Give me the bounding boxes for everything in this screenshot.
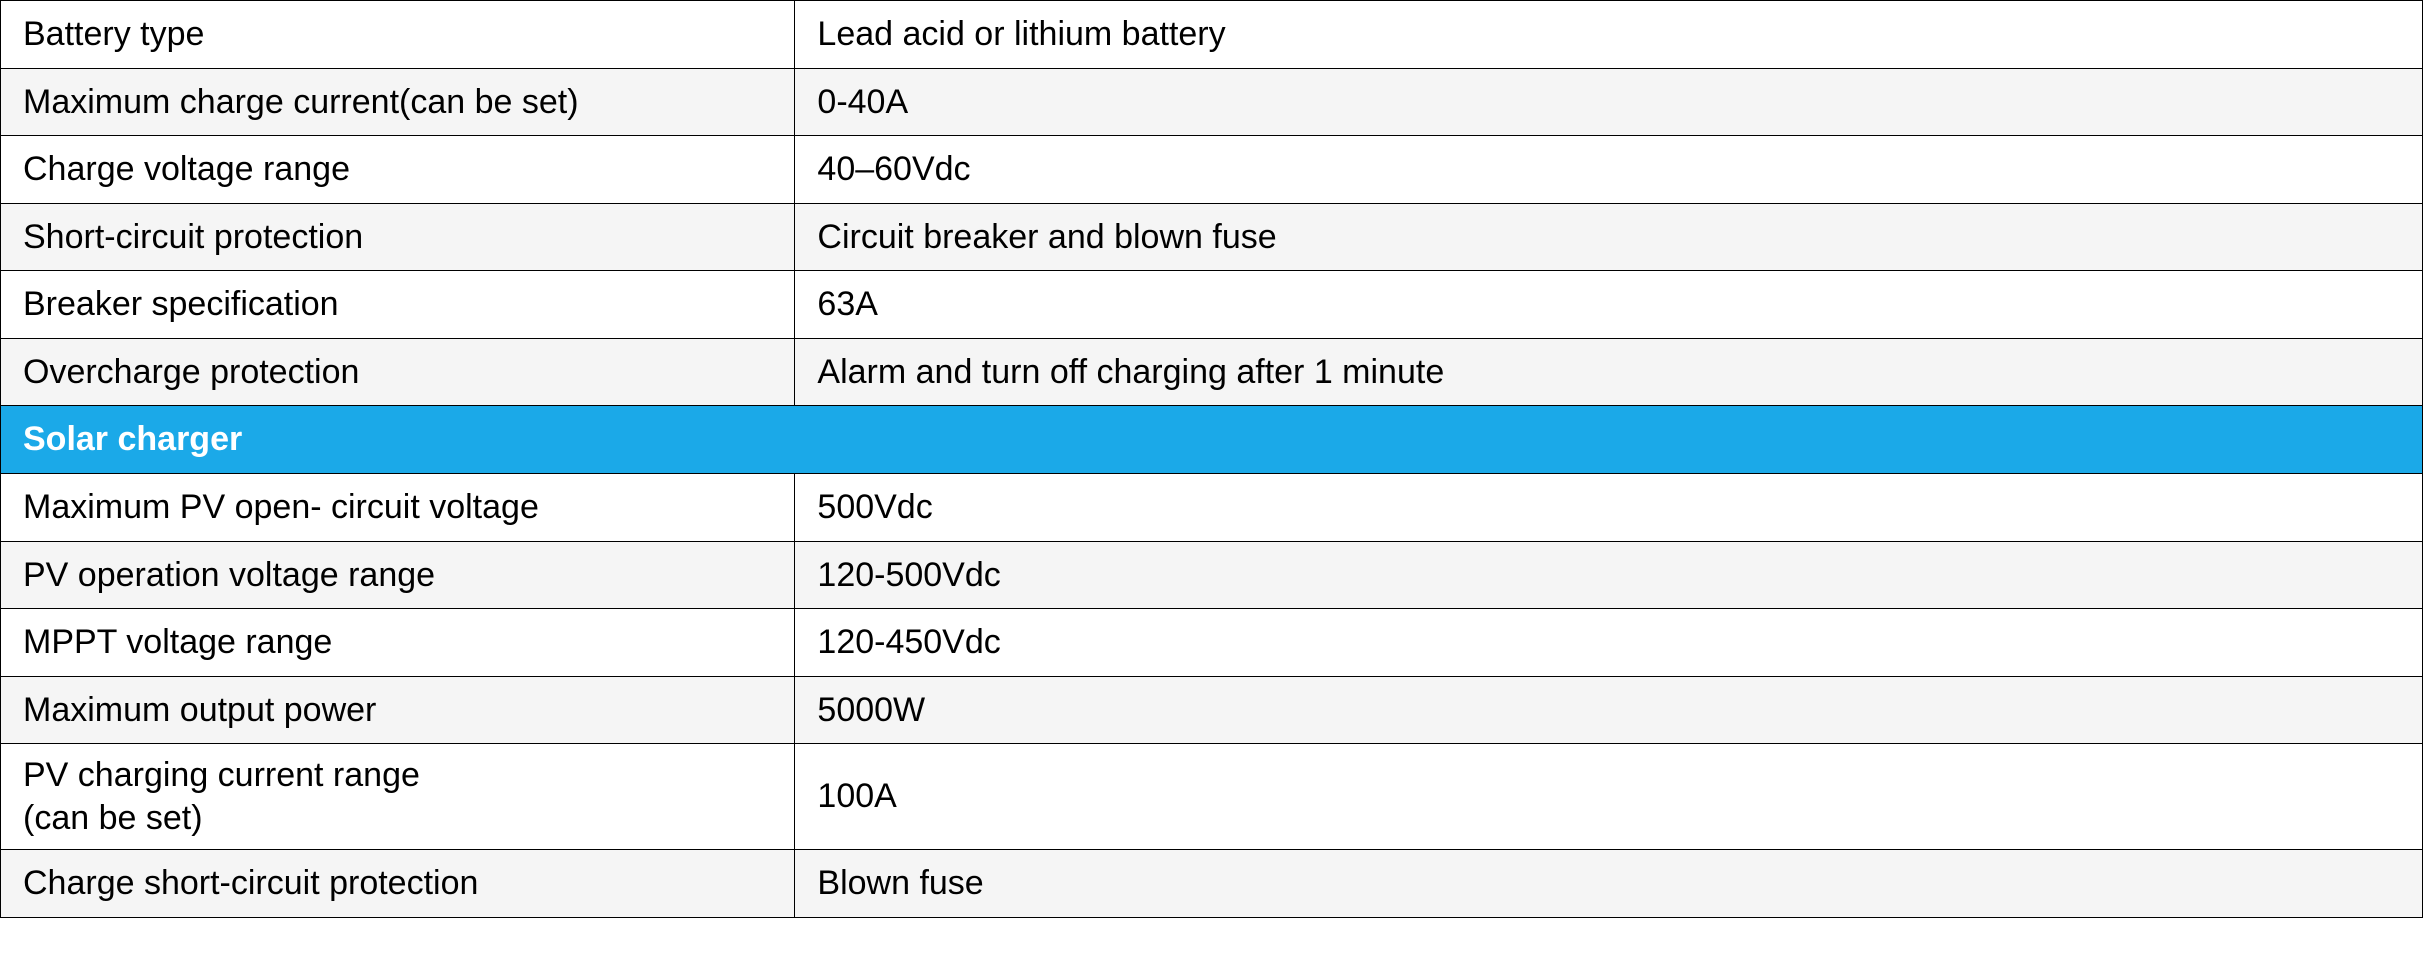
spec-label: Maximum PV open- circuit voltage [1,474,795,542]
spec-value: 40–60Vdc [795,136,2423,204]
spec-value: 120-450Vdc [795,609,2423,677]
spec-value: 5000W [795,676,2423,744]
spec-table: Battery typeLead acid or lithium battery… [0,0,2423,918]
table-row: Maximum charge current(can be set)0-40A [1,68,2423,136]
spec-label: Maximum output power [1,676,795,744]
spec-label: Overcharge protection [1,338,795,406]
spec-table-body: Battery typeLead acid or lithium battery… [1,1,2423,918]
spec-label: PV operation voltage range [1,541,795,609]
spec-value: Blown fuse [795,850,2423,918]
section-header: Solar charger [1,406,2423,474]
spec-label: Maximum charge current(can be set) [1,68,795,136]
spec-label: PV charging current range(can be set) [1,744,795,850]
spec-value: 100A [795,744,2423,850]
table-row: Maximum PV open- circuit voltage500Vdc [1,474,2423,542]
table-row: MPPT voltage range120-450Vdc [1,609,2423,677]
section-header-row: Solar charger [1,406,2423,474]
table-row: Maximum output power5000W [1,676,2423,744]
spec-value: Alarm and turn off charging after 1 minu… [795,338,2423,406]
table-row: Charge voltage range40–60Vdc [1,136,2423,204]
spec-label: Breaker specification [1,271,795,339]
spec-label: MPPT voltage range [1,609,795,677]
spec-label: Charge short-circuit protection [1,850,795,918]
table-row: Battery typeLead acid or lithium battery [1,1,2423,69]
spec-label: Charge voltage range [1,136,795,204]
spec-value: Circuit breaker and blown fuse [795,203,2423,271]
spec-label: Short-circuit protection [1,203,795,271]
table-row: Breaker specification63A [1,271,2423,339]
spec-value: 500Vdc [795,474,2423,542]
spec-value: 63A [795,271,2423,339]
spec-value: 120-500Vdc [795,541,2423,609]
table-row: Overcharge protectionAlarm and turn off … [1,338,2423,406]
spec-value: Lead acid or lithium battery [795,1,2423,69]
table-row: PV operation voltage range120-500Vdc [1,541,2423,609]
table-row: Charge short-circuit protectionBlown fus… [1,850,2423,918]
table-row: PV charging current range(can be set)100… [1,744,2423,850]
table-row: Short-circuit protectionCircuit breaker … [1,203,2423,271]
spec-label: Battery type [1,1,795,69]
spec-value: 0-40A [795,68,2423,136]
